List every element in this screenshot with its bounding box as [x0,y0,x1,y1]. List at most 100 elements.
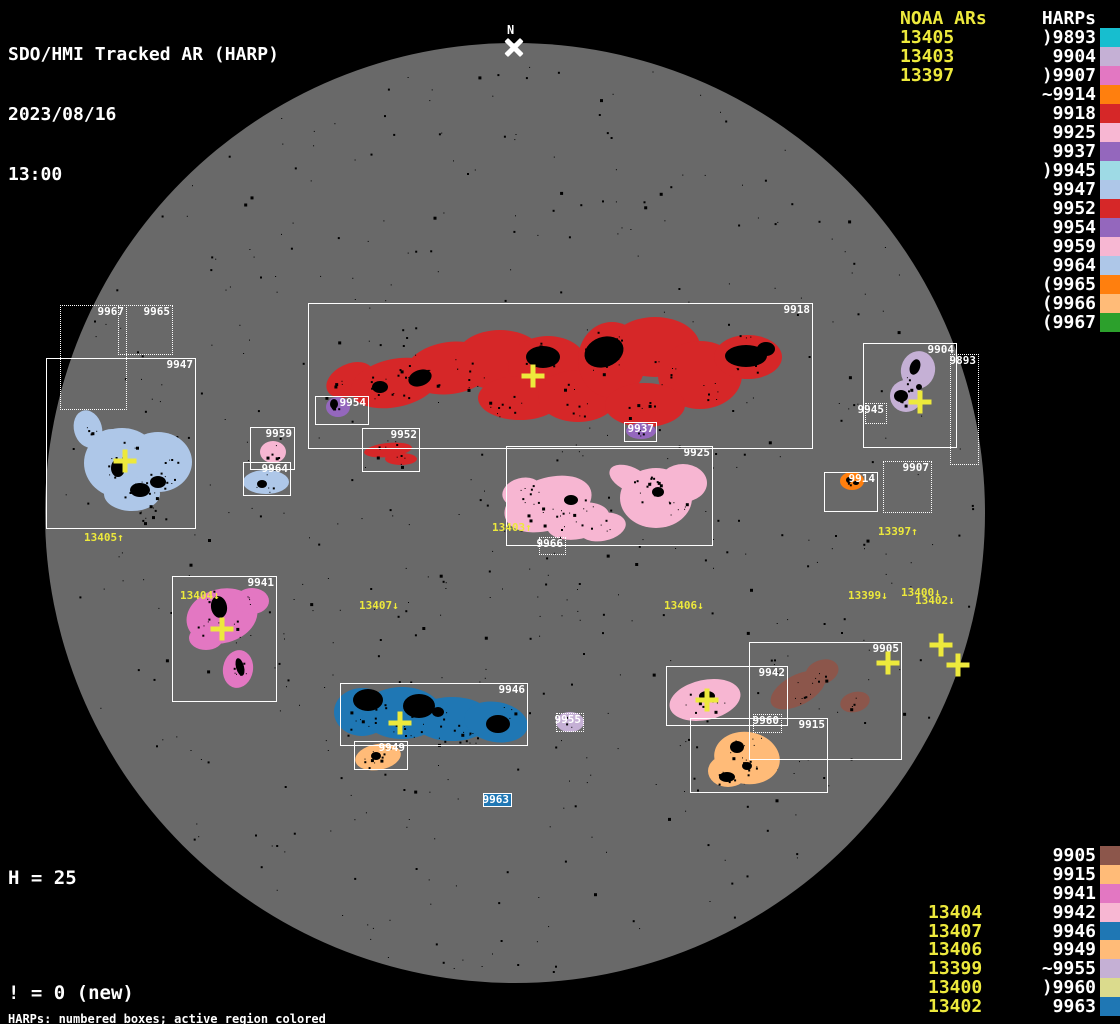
noaa-cross-icon [388,711,412,735]
harp-box-9965: 9965 [118,305,173,355]
active-region-9905 [805,659,839,685]
harp-box-label-9914: 9914 [848,472,876,485]
harp-box-label-9915: 9915 [798,718,826,731]
noaa-disk-label-13399: 13399↓ [848,589,888,602]
noaa-ar-number: 13404 [928,901,983,923]
harp-box-9925: 9925 [506,446,713,546]
harp-box-9964: 9964 [243,462,291,496]
harp-box-label-9964: 9964 [261,462,289,475]
harp-box-9945: 9945 [858,403,887,424]
noaa-ar-number: 13400 [928,977,983,999]
top-right-row-9947: 9947 [900,179,1120,200]
title-date: 2023/08/16 [8,104,117,125]
noaa-disk-label-13405: 13405↑ [84,531,124,544]
noaa-disk-label-13402: 13402↓ [915,594,955,607]
footnotes: HARPs: numbered boxes; active region col… [8,987,427,1024]
harp-box-9937: 9937 [624,422,657,442]
top-right-row-9965: (9965 [900,274,1120,295]
harp-color-swatch [1100,47,1120,66]
harp-number: (9966 [1041,293,1096,314]
harp-color-swatch [1100,161,1120,180]
harp-box-label-9959: 9959 [265,427,293,440]
harp-color-swatch [1100,218,1120,237]
top-right-row-9964: 9964 [900,255,1120,276]
bottom-right-row-9905: 9905 [928,845,1120,866]
plot-title: SDO/HMI Tracked AR (HARP) 2023/08/16 13:… [8,5,279,225]
harp-box-label-9941: 9941 [247,576,275,589]
bottom-right-row-9915: 9915 [928,863,1120,885]
harp-color-swatch [1100,142,1120,161]
harp-number: 9947 [1052,179,1096,200]
top-right-legend: NOAA ARs HARPs 13405)9893 13403 9904 13397)… [900,8,1120,333]
harp-number: 9937 [1052,141,1096,162]
harp-color-swatch [1100,275,1120,294]
harp-color-swatch [1100,256,1120,275]
harp-number: (9965 [1041,274,1096,295]
harp-box-label-9905: 9905 [872,642,900,655]
harp-box-label-9937: 9937 [627,422,655,435]
harp-number: 9949 [1052,939,1096,961]
harp-color-swatch [1100,921,1120,941]
harp-box-label-9952: 9952 [390,428,418,441]
harp-number: )9907 [1041,65,1096,86]
harp-color-swatch [1100,313,1120,332]
harp-number: )9945 [1041,160,1096,181]
top-right-row-9937: 9937 [900,141,1120,162]
top-right-row-9925: 9925 [900,122,1120,143]
noaa-cross-icon [113,449,137,473]
harp-box-label-9904: 9904 [927,343,955,356]
swatch-spacer [1100,9,1120,28]
harp-number: 9946 [1052,920,1096,942]
harp-box-label-9967: 9967 [97,305,125,318]
harp-number: )9960 [1041,977,1096,999]
noaa-ar-number: 13407 [928,920,983,942]
harp-box-9915: 9915 [690,718,828,793]
top-right-row-9966: (9966 [900,293,1120,314]
harp-box-label-9966: 9966 [536,537,564,550]
top-right-row-9967: (9967 [900,312,1120,333]
harp-box-9952: 9952 [362,428,420,472]
noaa-ar-number: 13405 [900,27,955,48]
harp-number: )9893 [1041,27,1096,48]
active-region-9925 [502,477,542,507]
harp-box-label-9960: 9960 [752,714,780,727]
harp-box-9893: 9893 [950,354,979,465]
harp-number: 9925 [1052,122,1096,143]
bottom-right-row-9941: 9941 [928,882,1120,904]
top-right-row-9918: 9918 [900,103,1120,124]
harp-color-swatch [1100,237,1120,256]
active-region-9952 [385,453,417,465]
harp-number: ~9914 [1041,84,1096,105]
noaa-ar-number: 13397 [900,65,955,86]
harp-color-swatch [1100,846,1120,865]
harp-box-9959: 9959 [250,427,295,470]
harp-box-9949: 9949 [354,741,408,770]
harp-number: 9915 [1052,863,1096,885]
noaa-disk-label-13406: 13406↓ [664,599,704,612]
noaa-cross-icon [210,617,234,641]
harp-color-swatch [1100,28,1120,47]
top-right-row-9959: 9959 [900,236,1120,257]
harp-color-swatch [1100,104,1120,123]
top-right-row-9914: ~9914 [900,84,1120,105]
harp-box-label-9942: 9942 [758,666,786,679]
top-right-row-9904: 13403 9904 [900,46,1120,67]
bottom-right-row-9955: 13399 ~9955 [928,958,1120,979]
footnote-harps: HARPs: numbered boxes; active region col… [8,1012,326,1024]
active-region-9905 [840,691,870,713]
harp-box-label-9965: 9965 [143,305,171,318]
harp-color-swatch [1100,123,1120,142]
title-time: 13:00 [8,164,63,185]
harp-number: 9952 [1052,198,1096,219]
active-region-9925 [659,464,707,502]
harp-box-9941: 9941 [172,576,277,702]
noaa-cross-icon [876,651,900,675]
harp-number: 9918 [1052,103,1096,124]
top-right-row-9954: 9954 [900,217,1120,238]
harp-color-swatch [1100,997,1120,1017]
harp-box-9918: 9918 [308,303,813,449]
north-label: N [507,23,515,37]
harp-number: 9941 [1052,882,1096,904]
harp-box-label-9955: 9955 [554,713,582,726]
top-right-row-9907: 13397 )9907 [900,65,1120,86]
